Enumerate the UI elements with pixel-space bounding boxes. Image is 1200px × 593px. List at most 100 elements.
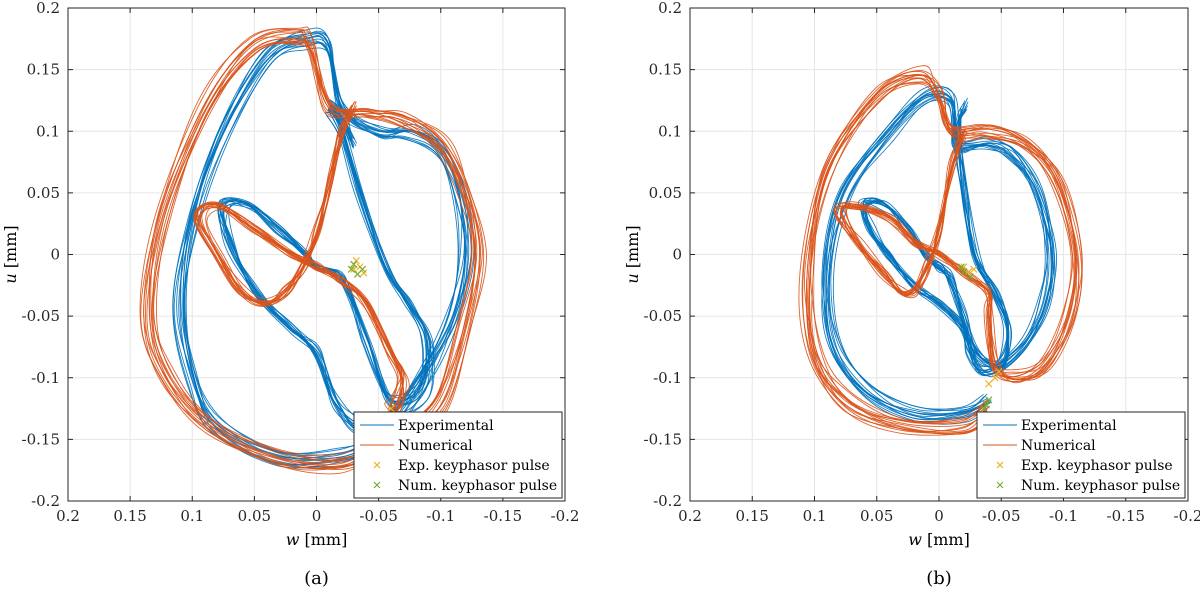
legend-swatch-marker (373, 481, 381, 489)
x-tick-label: -0.2 (551, 507, 580, 525)
x-tick-label: 0.2 (56, 507, 80, 525)
chart-panel-a: 0.2 0.15 0.1 0.05 0 -0.05 -0.1 -0.15 -0.2 -0.2 -0.… (1, 0, 579, 589)
panel-label: (b) (926, 568, 952, 589)
x-tick-label: -0.15 (484, 507, 522, 525)
series-line-experimental (180, 35, 467, 460)
legend-entry-label: Exp. keyphasor pulse (1021, 458, 1173, 474)
legend-swatch-marker (996, 481, 1004, 489)
legend-entry-label: Numerical (398, 438, 473, 454)
y-axis-symbol: u (623, 273, 642, 283)
y-tick-label: -0.2 (653, 492, 682, 510)
num-keyphasor-marker (358, 265, 367, 273)
y-axis-unit: [mm] (1, 225, 20, 273)
x-axis-label: w [mm] (908, 530, 970, 549)
data-layer (139, 26, 487, 475)
y-tick-label: -0.1 (31, 369, 60, 387)
series-line-numerical (805, 70, 1077, 434)
num-keyphasor-marker (960, 268, 968, 276)
y-tick-label: 0 (672, 246, 682, 264)
y-tick-label: 0.2 (658, 0, 682, 17)
series-experimental (172, 27, 475, 469)
num-keyphasor-marker (980, 404, 988, 413)
legend-box (976, 411, 1186, 499)
x-axis-unit: [mm] (922, 530, 970, 549)
y-tick-label: 0.1 (658, 122, 682, 140)
y-tick-label: -0.2 (31, 492, 60, 510)
legend-entry-label: Num. keyphasor pulse (398, 478, 557, 494)
x-tick-label: -0.05 (359, 507, 397, 525)
series-line-numerical (798, 65, 1083, 436)
exp-keyphasor-marker (995, 367, 1003, 376)
legend-entry-label: Exp. keyphasor pulse (398, 458, 550, 474)
exp-keyphasor-marker (985, 380, 993, 388)
exp-keyphasor-marker (991, 374, 999, 382)
legend-entry-label: Numerical (1021, 438, 1096, 454)
y-tick-label: -0.15 (644, 430, 682, 448)
x-tick-label: 0.15 (113, 507, 146, 525)
y-axis-label: u [mm] (623, 225, 642, 283)
series-line-numerical (806, 70, 1083, 435)
legend: Experimental Numerical Exp. keyphasor puls… (976, 411, 1186, 499)
legend-entry-label: Experimental (398, 418, 494, 434)
num-keyphasor-marker (985, 396, 993, 404)
panel-label: (a) (304, 568, 329, 589)
x-tick-label: -0.05 (982, 507, 1020, 525)
legend-swatch-marker (373, 461, 381, 469)
series-line-experimental (176, 34, 472, 466)
x-tick-label: -0.1 (1049, 507, 1078, 525)
x-axis-symbol: w (286, 530, 300, 549)
x-axis-label: w [mm] (286, 530, 348, 549)
num-keyphasor-marker (982, 401, 990, 409)
y-tick-label: 0 (50, 246, 60, 264)
series-line-numerical (801, 74, 1080, 434)
chart-panel-b: 0.2 0.15 0.1 0.05 0 -0.05 -0.1 -0.15 -0.2 -0.2 -0.… (623, 0, 1200, 589)
x-axis-unit: [mm] (299, 530, 347, 549)
y-tick-label: 0.1 (36, 122, 60, 140)
y-tick-label: 0.15 (649, 61, 682, 79)
legend: Experimental Numerical Exp. keyphasor puls… (353, 411, 563, 499)
x-tick-label: 0.15 (736, 507, 769, 525)
exp-keyphasor-marker (970, 265, 978, 273)
series-line-experimental (183, 42, 460, 454)
series-line-experimental (821, 85, 1056, 425)
y-tick-label: 0.05 (649, 184, 682, 202)
data-layer (798, 65, 1083, 436)
num-keyphasor-markers (957, 263, 993, 413)
num-keyphasor-marker (347, 265, 355, 273)
num-keyphasor-marker (350, 260, 358, 268)
legend-box (353, 411, 563, 499)
y-tick-label: 0.2 (36, 0, 60, 17)
series-numerical (798, 65, 1083, 436)
exp-keyphasor-marker (352, 257, 360, 265)
legend-entry-label: Num. keyphasor pulse (1021, 478, 1180, 494)
series-line-numerical (810, 83, 1076, 422)
legend-swatch-marker (996, 461, 1004, 469)
x-axis-symbol: w (908, 530, 922, 549)
series-line-experimental (172, 32, 475, 469)
y-tick-label: -0.05 (644, 307, 682, 325)
x-tick-label: 0.1 (803, 507, 827, 525)
y-tick-label: -0.05 (22, 307, 60, 325)
legend-entry-label: Experimental (1021, 418, 1117, 434)
x-tick-label: 0.05 (860, 507, 893, 525)
series-line-experimental (172, 27, 473, 469)
x-tick-label: -0.2 (1174, 507, 1200, 525)
y-tick-label: 0.05 (27, 184, 60, 202)
num-keyphasor-marker (957, 263, 966, 271)
x-tick-label: 0.2 (678, 507, 702, 525)
x-tick-label: 0 (312, 507, 322, 525)
x-tick-label: 0 (934, 507, 944, 525)
y-axis-symbol: u (1, 273, 20, 283)
y-tick-label: -0.1 (653, 369, 682, 387)
y-axis-unit: [mm] (623, 225, 642, 273)
x-tick-label: 0.05 (238, 507, 271, 525)
x-tick-label: -0.1 (426, 507, 455, 525)
exp-keyphasor-marker (387, 404, 395, 413)
x-tick-label: -0.15 (1107, 507, 1145, 525)
series-line-experimental (178, 32, 468, 466)
y-axis-label: u [mm] (1, 225, 20, 283)
y-tick-label: 0.15 (27, 61, 60, 79)
y-tick-label: -0.15 (22, 430, 60, 448)
num-keyphasor-marker (966, 273, 974, 281)
